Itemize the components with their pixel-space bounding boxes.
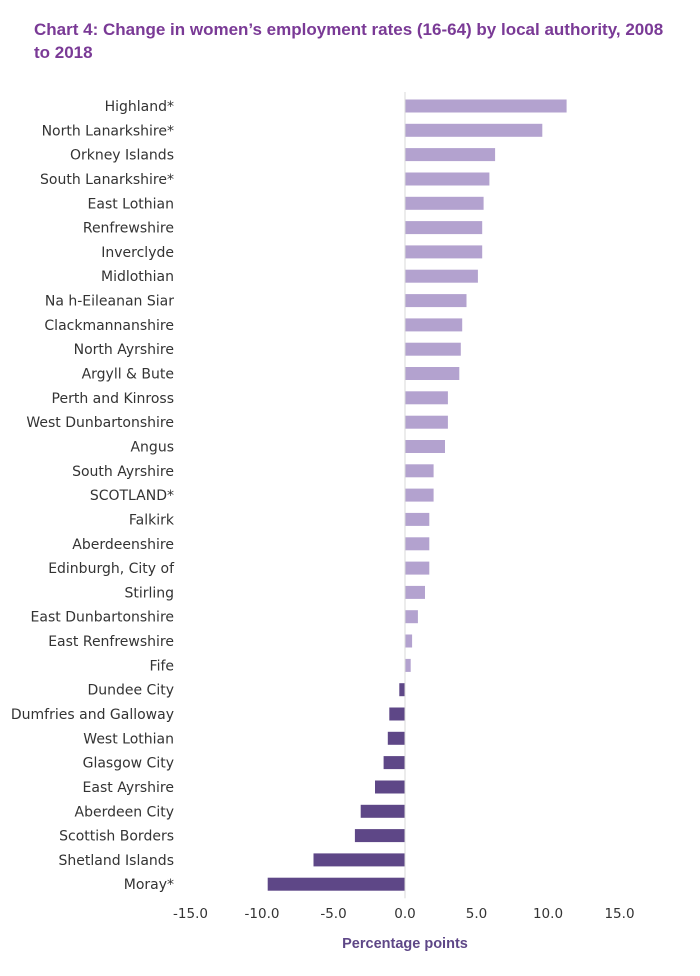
category-label: Argyll & Bute bbox=[82, 367, 174, 383]
bar bbox=[405, 367, 459, 380]
x-tick-label: -15.0 bbox=[173, 906, 208, 922]
bar bbox=[389, 708, 405, 721]
bar-chart: Highland* North Lanarkshire* Orkney Island… bbox=[0, 0, 700, 976]
category-label: East Renfrewshire bbox=[48, 634, 174, 650]
category-label: Aberdeen City bbox=[75, 804, 174, 820]
bar bbox=[405, 586, 425, 599]
x-tick-label: 0.0 bbox=[394, 906, 415, 922]
category-label: SCOTLAND* bbox=[90, 488, 174, 504]
bar bbox=[405, 391, 448, 404]
bar bbox=[405, 610, 418, 623]
category-label: North Lanarkshire* bbox=[42, 123, 174, 139]
category-label: Inverclyde bbox=[101, 245, 174, 261]
bar bbox=[405, 148, 495, 161]
category-label: Highland* bbox=[105, 99, 174, 115]
category-label: Aberdeenshire bbox=[72, 537, 174, 553]
bar bbox=[405, 318, 462, 331]
bar bbox=[405, 464, 434, 477]
category-label: South Ayrshire bbox=[72, 464, 174, 480]
category-label: East Lothian bbox=[88, 196, 174, 212]
bar bbox=[405, 100, 567, 113]
category-label: Stirling bbox=[124, 585, 174, 601]
bar bbox=[405, 440, 445, 453]
bar bbox=[405, 343, 461, 356]
bar bbox=[314, 853, 406, 866]
bar bbox=[405, 221, 482, 234]
category-label: Fife bbox=[150, 658, 174, 674]
category-label: Dundee City bbox=[87, 683, 174, 699]
bar bbox=[405, 635, 412, 648]
x-tick-label: -10.0 bbox=[245, 906, 280, 922]
category-label: Angus bbox=[130, 440, 174, 456]
bar bbox=[405, 124, 542, 137]
x-tick-label: 10.0 bbox=[533, 906, 563, 922]
bar bbox=[355, 829, 405, 842]
category-label: Edinburgh, City of bbox=[48, 561, 175, 577]
category-label: West Dunbartonshire bbox=[26, 415, 174, 431]
bar bbox=[405, 294, 467, 307]
bar bbox=[384, 756, 405, 769]
x-tick-label: 5.0 bbox=[466, 906, 487, 922]
bars-group bbox=[268, 100, 567, 891]
bar bbox=[268, 878, 405, 891]
bar bbox=[405, 562, 429, 575]
category-label: Moray* bbox=[124, 877, 174, 893]
bar bbox=[405, 197, 484, 210]
bar bbox=[405, 270, 478, 283]
x-tick-label: -5.0 bbox=[320, 906, 346, 922]
bar bbox=[405, 659, 411, 672]
category-labels: Highland* North Lanarkshire* Orkney Island… bbox=[11, 99, 175, 893]
category-label: Orkney Islands bbox=[70, 148, 174, 164]
x-tick-label: 15.0 bbox=[604, 906, 634, 922]
category-label: Dumfries and Galloway bbox=[11, 707, 174, 723]
category-label: Na h-Eileanan Siar bbox=[45, 294, 174, 310]
bar bbox=[375, 781, 405, 794]
category-label: East Ayrshire bbox=[83, 780, 174, 796]
bar bbox=[388, 732, 405, 745]
category-label: North Ayrshire bbox=[74, 342, 174, 358]
category-label: Perth and Kinross bbox=[52, 391, 174, 407]
category-label: Renfrewshire bbox=[83, 221, 174, 237]
bar bbox=[405, 513, 429, 526]
category-label: Scottish Borders bbox=[59, 829, 174, 845]
category-label: West Lothian bbox=[83, 731, 174, 747]
bar bbox=[405, 245, 482, 258]
bar bbox=[405, 416, 448, 429]
category-label: Shetland Islands bbox=[59, 853, 175, 869]
x-axis-ticks: -15.0 -10.0 -5.0 0.0 5.0 10.0 15.0 bbox=[173, 906, 635, 922]
category-label: Glasgow City bbox=[83, 756, 174, 772]
category-label: Falkirk bbox=[129, 512, 175, 528]
category-label: East Dunbartonshire bbox=[31, 610, 174, 626]
bar bbox=[399, 683, 405, 696]
category-label: South Lanarkshire* bbox=[40, 172, 174, 188]
bar bbox=[405, 489, 434, 502]
bar bbox=[405, 537, 429, 550]
x-axis-title: Percentage points bbox=[342, 936, 468, 952]
bar bbox=[361, 805, 405, 818]
category-label: Clackmannanshire bbox=[44, 318, 174, 334]
bar bbox=[405, 173, 489, 186]
category-label: Midlothian bbox=[101, 269, 174, 285]
